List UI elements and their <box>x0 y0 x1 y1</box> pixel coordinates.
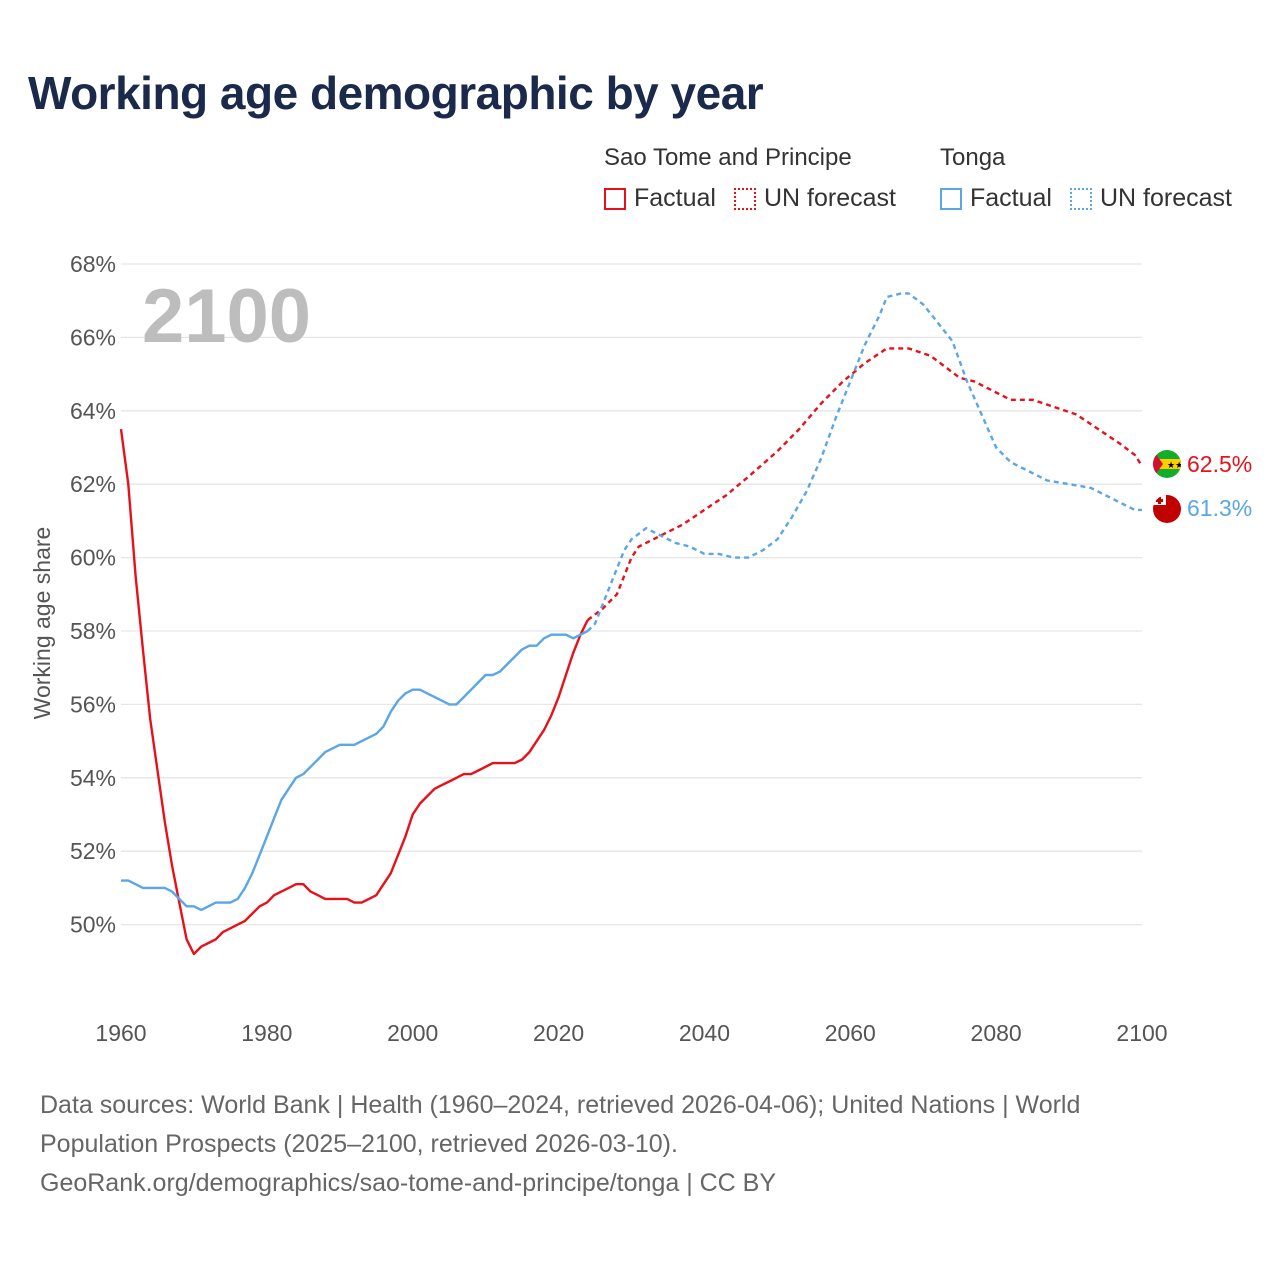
legend-swatch-dotted <box>1069 187 1092 210</box>
x-tick-label: 2000 <box>387 1020 438 1046</box>
y-tick-label: 58% <box>70 618 116 644</box>
series-line-stp-forecast <box>586 347 1144 621</box>
y-tick-label: 64% <box>70 398 116 424</box>
y-tick-label: 52% <box>70 838 116 864</box>
y-tick-label: 56% <box>70 691 116 717</box>
series-line-stp-factual <box>119 428 589 956</box>
x-tick-label: 2100 <box>1116 1020 1167 1046</box>
series-line-tonga-factual <box>121 629 589 912</box>
footer-line: Population Prospects (2025–2100, retriev… <box>40 1130 678 1158</box>
footer-line: GeoRank.org/demographics/sao-tome-and-pr… <box>40 1169 777 1197</box>
legend-group-name: Sao Tome and Principe <box>604 144 852 171</box>
y-tick-label: 54% <box>70 765 116 791</box>
legend-tonga-factual[interactable]: Factual <box>940 184 1052 213</box>
legend-label: UN forecast <box>1099 184 1232 212</box>
grid-lines <box>121 263 1142 926</box>
legend-swatch-solid <box>604 187 626 210</box>
legend-swatch-solid <box>940 187 962 210</box>
legend-tonga-forecast[interactable]: UN forecast <box>1069 184 1232 213</box>
legend-group-name: Tonga <box>940 144 1006 171</box>
legend-swatch-dotted <box>733 187 756 210</box>
end-label-tonga: 61.3% <box>1187 495 1252 521</box>
legend-label: Factual <box>970 184 1052 212</box>
footer-sources: Data sources: World Bank | Health (1960–… <box>40 1086 1240 1203</box>
x-tick-label: 1960 <box>95 1020 146 1046</box>
legend-group-tonga: Tonga Factual UN forecast <box>940 144 1250 213</box>
sao-tome-flag-icon: ★★ <box>1153 450 1183 478</box>
legend-group-stp: Sao Tome and Principe Factual UN forecas… <box>604 144 914 213</box>
series-lines <box>119 292 1144 956</box>
tonga-flag-icon <box>1153 495 1181 523</box>
y-tick-label: 50% <box>70 912 116 938</box>
x-axis-ticks: 1960 1980 2000 2020 2040 2060 2080 2100 <box>95 1020 1167 1046</box>
end-markers: ★★ 62.5% 61.3% <box>1153 450 1252 523</box>
legend-label: UN forecast <box>763 184 896 212</box>
x-tick-label: 2040 <box>679 1020 730 1046</box>
y-tick-label: 66% <box>70 324 116 350</box>
y-tick-label: 62% <box>70 471 116 497</box>
x-tick-label: 1980 <box>241 1020 292 1046</box>
year-label: 2100 <box>142 274 311 359</box>
y-tick-label: 68% <box>70 251 116 277</box>
y-axis-ticks: 50% 52% 54% 56% 58% 60% 62% 64% 66% 68% <box>70 251 116 938</box>
svg-text:★★: ★★ <box>1167 461 1183 471</box>
x-tick-label: 2080 <box>971 1020 1022 1046</box>
y-tick-label: 60% <box>70 545 116 571</box>
chart-title: Working age demographic by year <box>28 67 764 119</box>
legend-stp-factual[interactable]: Factual <box>604 184 716 213</box>
footer-line: Data sources: World Bank | Health (1960–… <box>40 1091 1081 1119</box>
legend-label: Factual <box>634 184 716 212</box>
legend-stp-forecast[interactable]: UN forecast <box>733 184 896 213</box>
x-tick-label: 2060 <box>825 1020 876 1046</box>
x-tick-label: 2020 <box>533 1020 584 1046</box>
series-line-tonga-forecast <box>586 292 1142 632</box>
end-label-stp: 62.5% <box>1187 451 1252 477</box>
y-axis-label: Working age share <box>29 527 55 720</box>
